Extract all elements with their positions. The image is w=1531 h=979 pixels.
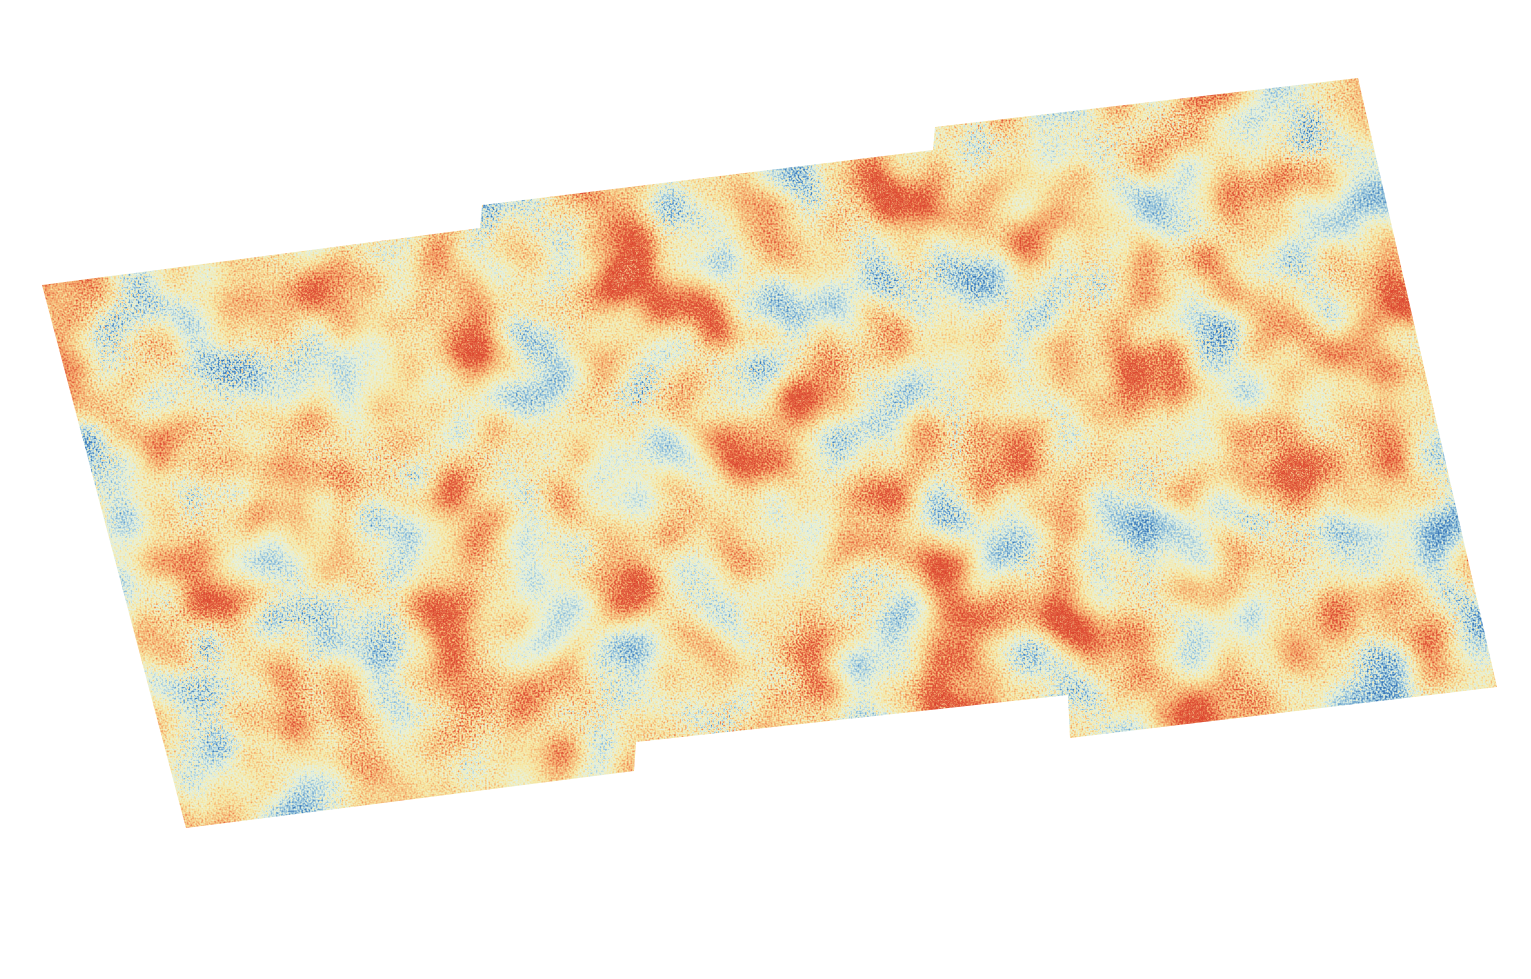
- interferogram-raster: [42, 78, 1497, 828]
- map-canvas: [42, 78, 1497, 828]
